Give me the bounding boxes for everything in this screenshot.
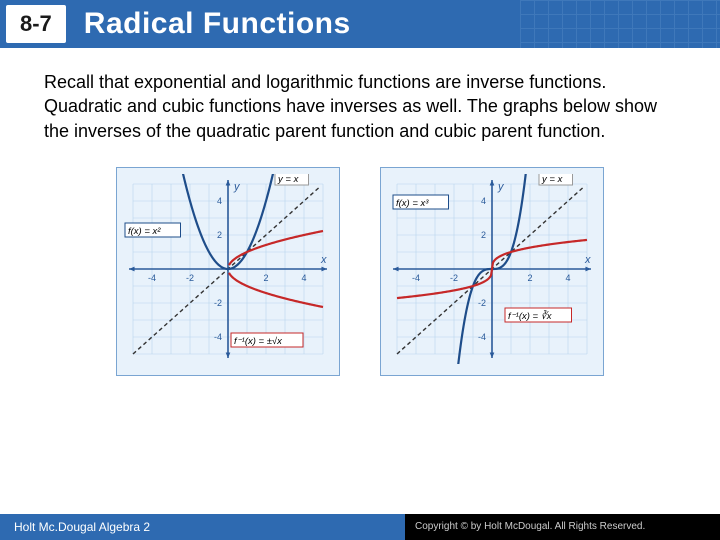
svg-text:x: x [584, 254, 591, 266]
svg-text:f(x) = x³: f(x) = x³ [396, 198, 429, 209]
svg-text:-2: -2 [450, 273, 458, 283]
svg-text:-4: -4 [214, 332, 222, 342]
cubic-graph-svg: -4 -2 2 4 -4 -2 2 4 x y y = x f(x) = x³ f⁻¹(x) = ∛x [387, 174, 597, 364]
svg-text:x: x [320, 254, 327, 266]
svg-text:2: 2 [527, 273, 532, 283]
svg-text:y: y [233, 181, 241, 193]
page-title: Radical Functions [84, 7, 351, 41]
svg-text:4: 4 [217, 196, 222, 206]
svg-text:f⁻¹(x) = ∛x: f⁻¹(x) = ∛x [508, 310, 553, 322]
svg-text:4: 4 [565, 273, 570, 283]
footer-copyright: Copyright © by Holt McDougal. All Rights… [405, 514, 720, 540]
svg-text:y = x: y = x [541, 174, 564, 185]
quadratic-graph: -4 -2 2 4 -4 -2 2 4 x y y = x f(x) = x² f⁻¹(x) = ±√x [116, 167, 340, 376]
section-number-badge: 8-7 [6, 5, 66, 43]
svg-text:y = x: y = x [277, 174, 300, 185]
cubic-graph: -4 -2 2 4 -4 -2 2 4 x y y = x f(x) = x³ f⁻¹(x) = ∛x [380, 167, 604, 376]
svg-text:4: 4 [481, 196, 486, 206]
body-paragraph: Recall that exponential and logarithmic … [0, 48, 720, 157]
svg-text:-4: -4 [478, 332, 486, 342]
svg-text:-4: -4 [412, 273, 420, 283]
svg-text:-2: -2 [478, 298, 486, 308]
svg-text:f(x) = x²: f(x) = x² [128, 226, 161, 237]
svg-text:-2: -2 [186, 273, 194, 283]
footer-bar: Holt Mc.Dougal Algebra 2 Copyright © by … [0, 514, 720, 540]
svg-text:2: 2 [481, 230, 486, 240]
svg-text:-4: -4 [148, 273, 156, 283]
header-grid-decoration [520, 0, 720, 48]
graphs-container: -4 -2 2 4 -4 -2 2 4 x y y = x f(x) = x² f⁻¹(x) = ±√x… [0, 167, 720, 376]
header-bar: 8-7 Radical Functions [0, 0, 720, 48]
svg-text:f⁻¹(x) = ±√x: f⁻¹(x) = ±√x [234, 336, 283, 347]
svg-text:2: 2 [217, 230, 222, 240]
footer-textbook: Holt Mc.Dougal Algebra 2 [0, 514, 405, 540]
svg-text:y: y [497, 181, 505, 193]
quadratic-graph-svg: -4 -2 2 4 -4 -2 2 4 x y y = x f(x) = x² f⁻¹(x) = ±√x [123, 174, 333, 364]
svg-text:-2: -2 [214, 298, 222, 308]
svg-text:2: 2 [263, 273, 268, 283]
svg-text:4: 4 [301, 273, 306, 283]
